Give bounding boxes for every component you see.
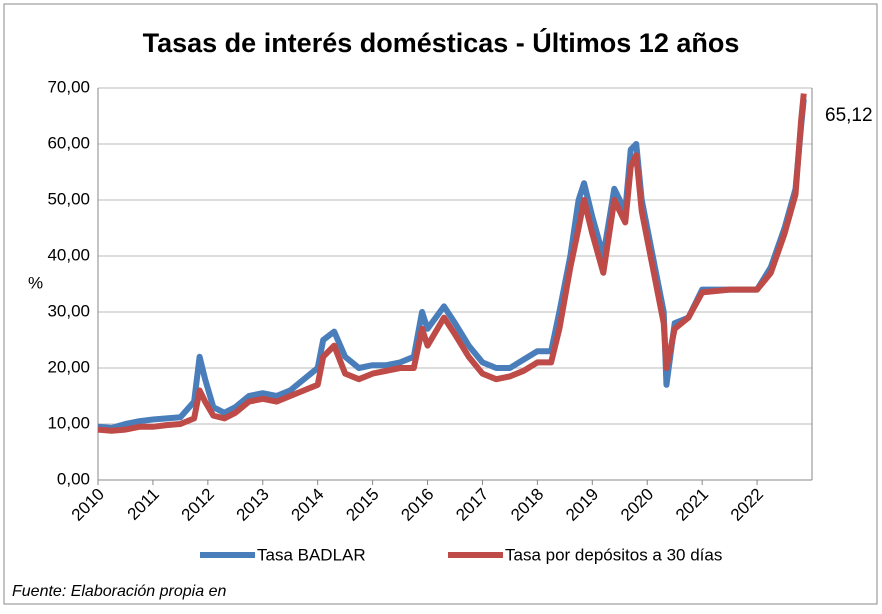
y-axis-label: % bbox=[28, 273, 43, 292]
y-tick-label: 10,00 bbox=[47, 413, 90, 432]
chart-title: Tasas de interés domésticas - Últimos 12… bbox=[143, 27, 740, 58]
frame bbox=[3, 3, 878, 605]
legend-label: Tasa BADLAR bbox=[257, 545, 366, 564]
y-tick-label: 60,00 bbox=[47, 133, 90, 152]
x-tick-label: 2014 bbox=[288, 485, 328, 525]
source: Fuente: Elaboración propia en bbox=[12, 583, 226, 600]
x-tick-label: 2020 bbox=[617, 485, 657, 525]
x-tick-label: 2021 bbox=[672, 485, 712, 525]
x-tick-label: 2017 bbox=[452, 485, 492, 525]
y-tick-label: 30,00 bbox=[47, 301, 90, 320]
y-tick-label: 70,00 bbox=[47, 77, 90, 96]
y-tick-label: 0,00 bbox=[57, 469, 90, 488]
series-line bbox=[97, 98, 807, 431]
x-tick-label: 2016 bbox=[397, 485, 437, 525]
y-tick-label: 50,00 bbox=[47, 189, 90, 208]
y-tick-label: 20,00 bbox=[47, 357, 90, 376]
series-line bbox=[97, 93, 807, 434]
x-tick-label: 2022 bbox=[727, 485, 767, 525]
x-tick-label: 2011 bbox=[124, 485, 163, 524]
legend-label: Tasa por depósitos a 30 días bbox=[505, 545, 722, 564]
x-tick-label: 2013 bbox=[233, 485, 273, 525]
x-tick-label: 2012 bbox=[178, 485, 218, 525]
x-tick-label: 2010 bbox=[68, 485, 108, 525]
x-tick-label: 2015 bbox=[342, 485, 382, 525]
annotation: 65,12 bbox=[825, 105, 873, 126]
x-tick-label: 2018 bbox=[507, 485, 547, 525]
x-tick-label: 2019 bbox=[562, 485, 602, 525]
y-tick-label: 40,00 bbox=[47, 245, 90, 264]
